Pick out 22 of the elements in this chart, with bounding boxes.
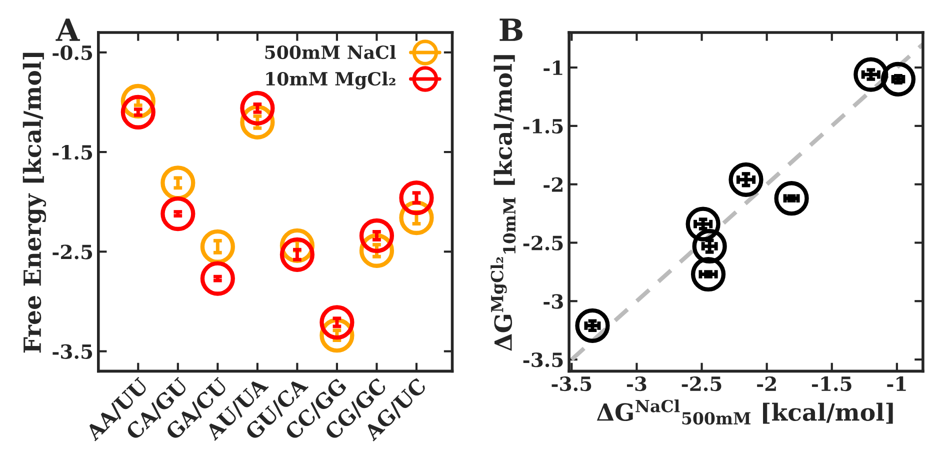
legend-label: 10mM MgCl₂	[266, 72, 396, 90]
y-tick-label: -1	[544, 60, 562, 75]
y-axis-title: Free Energy [kcal/mol]	[22, 52, 46, 353]
y-tick-label: -3.5	[52, 344, 92, 359]
x-tick-label: -2	[757, 376, 776, 391]
x-axis-title: ΔG$^{NaCl}$$_{500mM}$ [kcal/mol]	[596, 400, 893, 425]
y-axis-title: ΔG$^{MgCl₂}$$_{10mM}$ [kcal/mol]	[490, 55, 516, 351]
y-tick-label: -1.5	[523, 118, 563, 134]
legend-label: 500mM NaCl	[265, 45, 396, 60]
y-tick-label: -2.5	[52, 244, 92, 260]
chart-title: A	[56, 18, 80, 41]
y-tick-label: -0.5	[52, 45, 92, 60]
y-tick-label: -2.5	[523, 236, 563, 250]
chart-title: B	[500, 18, 522, 41]
x-tick-label: -1	[887, 376, 906, 391]
x-tick-label: -2.5	[682, 376, 722, 392]
y-tick-label: -2	[544, 177, 562, 192]
y-tick-label: -3.5	[523, 352, 563, 368]
y-tick-label: -1.5	[52, 144, 92, 160]
x-tick-label: -3	[626, 376, 646, 392]
y-tick-label: -3	[544, 294, 563, 309]
x-tick-label: -1.5	[812, 376, 852, 392]
